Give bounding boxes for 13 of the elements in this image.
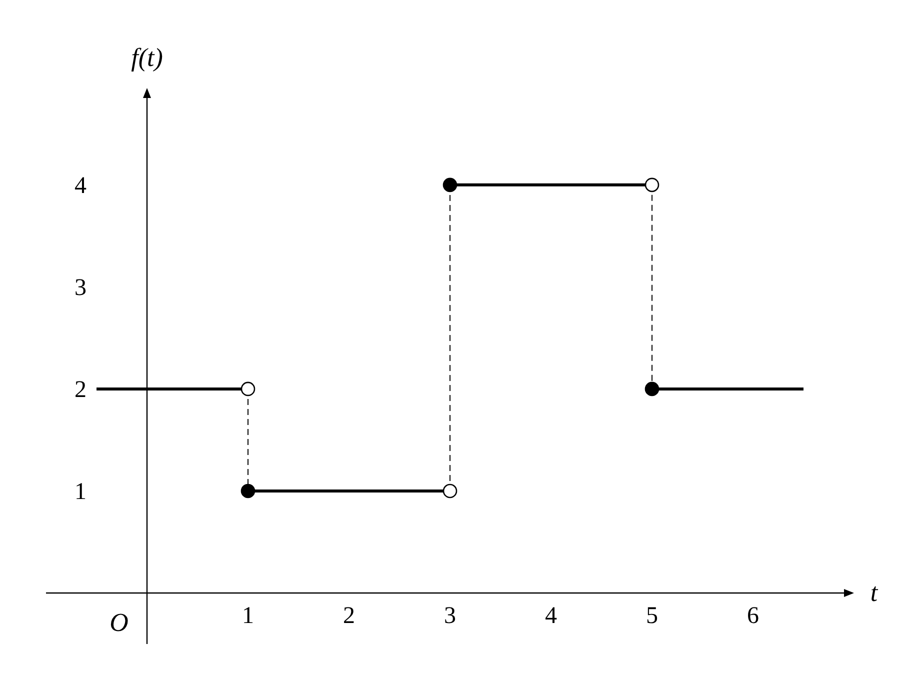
x-tick-label: 6 [747,602,759,629]
x-tick-label: 1 [242,602,254,629]
y-tick-label: 2 [74,376,86,403]
y-tick-label: 1 [74,478,86,505]
y-axis-title: f(t) [131,43,163,72]
y-tick-label: 4 [74,172,86,199]
x-axis-title: t [870,578,878,607]
x-tick-label: 2 [343,602,355,629]
x-tick-label: 4 [545,602,557,629]
annotation: O [110,608,129,637]
x-tick-label: 5 [646,602,658,629]
x-tick-label: 3 [444,602,456,629]
y-tick-label: 3 [74,274,86,301]
